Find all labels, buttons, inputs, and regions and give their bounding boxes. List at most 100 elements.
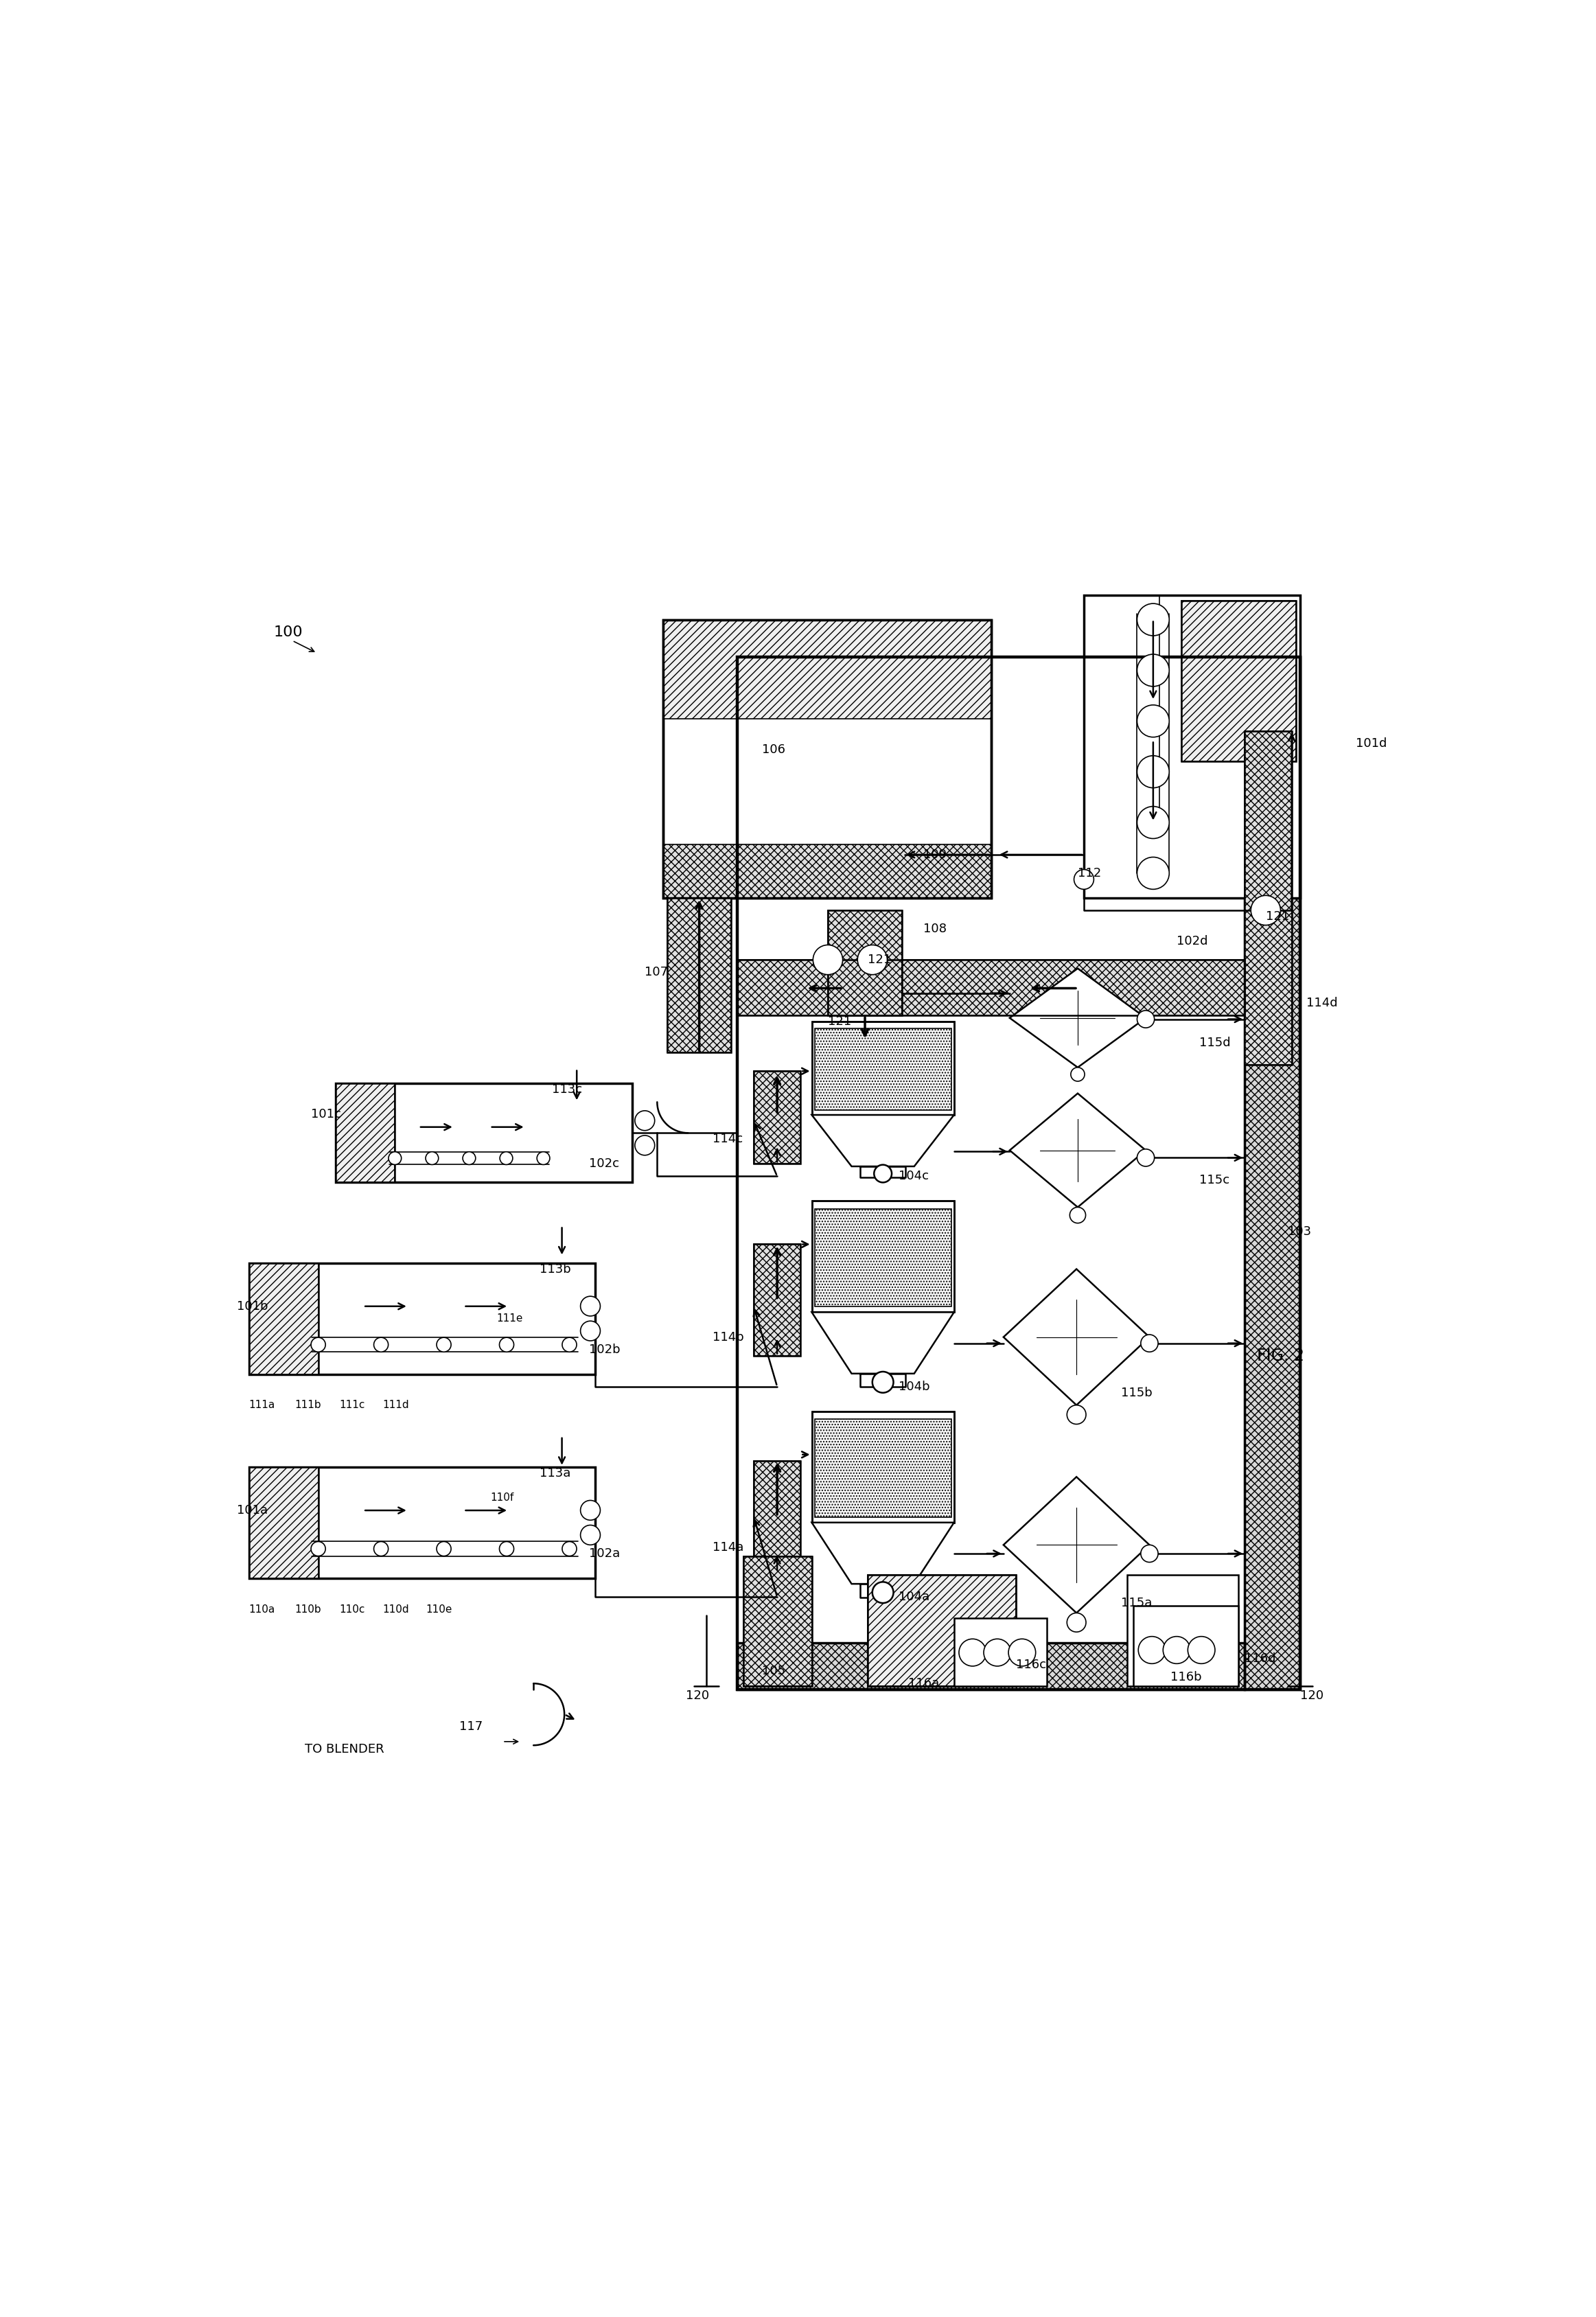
Circle shape — [1141, 1335, 1159, 1351]
Text: 102a: 102a — [589, 1548, 621, 1559]
Circle shape — [581, 1295, 600, 1316]
Text: 101b: 101b — [236, 1300, 268, 1311]
Circle shape — [426, 1152, 439, 1165]
Bar — [744, 1557, 812, 1687]
Bar — [335, 1084, 394, 1182]
Circle shape — [1136, 704, 1170, 737]
Circle shape — [635, 1110, 654, 1131]
Circle shape — [562, 1541, 576, 1557]
Polygon shape — [1004, 1270, 1149, 1404]
Bar — [812, 1022, 954, 1114]
Bar — [737, 959, 1245, 1015]
Text: 100: 100 — [275, 626, 303, 639]
Bar — [812, 1200, 954, 1311]
Bar — [664, 619, 991, 899]
Text: 110c: 110c — [340, 1603, 365, 1615]
Circle shape — [536, 1152, 549, 1165]
Circle shape — [983, 1638, 1010, 1666]
Bar — [737, 656, 1301, 1689]
Bar — [664, 846, 991, 899]
Bar — [335, 1084, 632, 1182]
Bar — [1245, 730, 1291, 1066]
Circle shape — [1069, 1207, 1085, 1223]
Bar — [868, 1576, 1015, 1687]
Circle shape — [1068, 1613, 1085, 1631]
Text: 109: 109 — [922, 848, 946, 862]
Circle shape — [1068, 1404, 1085, 1425]
Text: 115b: 115b — [1120, 1386, 1152, 1399]
Circle shape — [500, 1541, 514, 1557]
Bar — [1127, 1576, 1238, 1687]
Circle shape — [812, 945, 843, 975]
Circle shape — [1136, 806, 1170, 839]
Text: FIG. 2: FIG. 2 — [1258, 1348, 1304, 1365]
Text: 114c: 114c — [713, 1133, 744, 1145]
Circle shape — [581, 1525, 600, 1545]
Bar — [1245, 656, 1301, 1689]
Bar — [249, 1263, 318, 1374]
Circle shape — [1136, 1010, 1154, 1029]
Circle shape — [581, 1321, 600, 1342]
Circle shape — [875, 1165, 892, 1182]
Bar — [814, 1209, 951, 1307]
Text: 103: 103 — [1288, 1226, 1312, 1237]
Text: 110e: 110e — [426, 1603, 452, 1615]
Text: 113c: 113c — [552, 1084, 583, 1096]
Circle shape — [1071, 1068, 1085, 1082]
Bar — [1181, 600, 1296, 762]
Text: 102d: 102d — [1176, 936, 1208, 948]
Bar — [1133, 1606, 1238, 1687]
Polygon shape — [812, 1311, 954, 1374]
Text: 111b: 111b — [295, 1399, 321, 1411]
Bar — [249, 1263, 595, 1374]
Circle shape — [388, 1152, 401, 1165]
Circle shape — [1141, 1545, 1159, 1562]
Circle shape — [1187, 1636, 1215, 1664]
Bar — [753, 1460, 801, 1573]
Circle shape — [959, 1638, 986, 1666]
Polygon shape — [1010, 969, 1146, 1068]
Bar — [1245, 730, 1291, 1066]
Text: 102c: 102c — [589, 1158, 619, 1170]
Circle shape — [1163, 1636, 1191, 1664]
Circle shape — [1136, 602, 1170, 635]
Text: 107: 107 — [645, 966, 669, 978]
Text: 115d: 115d — [1199, 1036, 1231, 1050]
Polygon shape — [812, 1522, 954, 1585]
Text: 104a: 104a — [899, 1592, 929, 1603]
Bar — [249, 1467, 595, 1578]
Text: 111e: 111e — [496, 1314, 523, 1323]
Circle shape — [1136, 653, 1170, 686]
Text: 111c: 111c — [340, 1399, 365, 1411]
Bar — [664, 619, 991, 899]
Circle shape — [500, 1337, 514, 1351]
Circle shape — [562, 1337, 576, 1351]
Text: 116b: 116b — [1170, 1671, 1202, 1684]
Text: 106: 106 — [763, 744, 785, 755]
Text: 120: 120 — [1301, 1689, 1323, 1703]
Bar — [737, 1643, 1245, 1689]
Circle shape — [1136, 755, 1170, 788]
Bar — [249, 1467, 318, 1578]
Text: 111d: 111d — [383, 1399, 409, 1411]
Bar — [1084, 595, 1301, 899]
Text: 113a: 113a — [539, 1467, 571, 1478]
Bar — [753, 1244, 801, 1355]
Text: 108: 108 — [922, 922, 946, 936]
Text: 114a: 114a — [713, 1541, 744, 1555]
Bar — [753, 1244, 801, 1355]
Bar — [868, 1576, 1015, 1687]
Text: 121: 121 — [828, 1015, 851, 1029]
Bar — [1245, 656, 1301, 1689]
Circle shape — [373, 1337, 388, 1351]
Bar — [249, 1467, 318, 1578]
Text: 111a: 111a — [249, 1399, 275, 1411]
Bar — [335, 1084, 394, 1182]
Bar — [868, 1576, 1015, 1687]
Bar — [737, 1643, 1245, 1689]
Text: 102b: 102b — [589, 1344, 621, 1355]
Bar — [753, 1070, 801, 1163]
Bar — [249, 1263, 318, 1374]
Text: 115c: 115c — [1199, 1175, 1229, 1186]
Circle shape — [857, 945, 887, 975]
